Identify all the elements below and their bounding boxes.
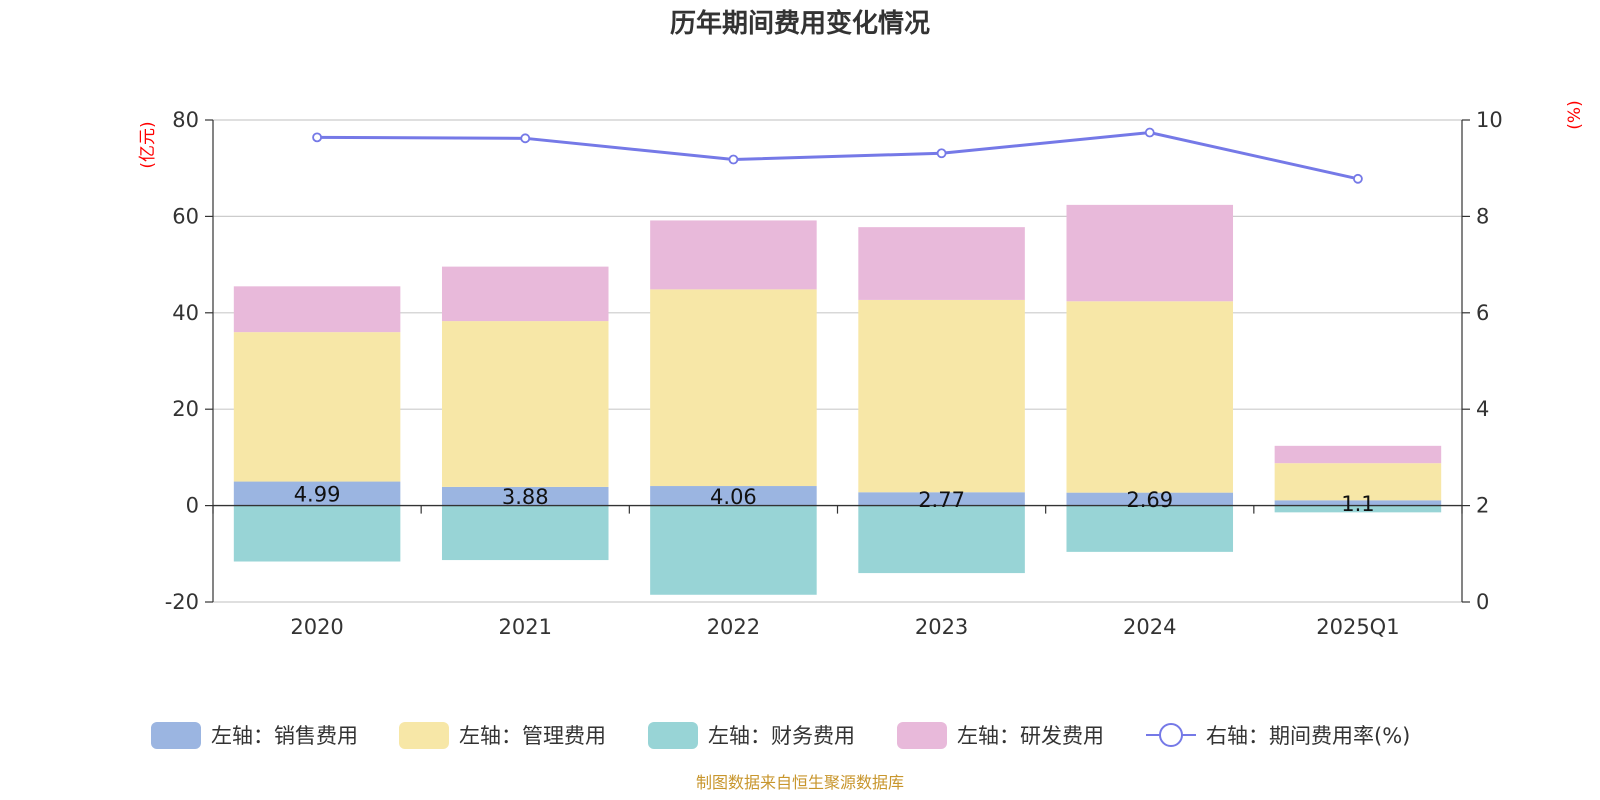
bar-segment (233, 332, 401, 482)
right-axis-unit-label: (%) (1565, 100, 1585, 129)
bar-segment (650, 289, 817, 487)
bar-segment (233, 505, 401, 562)
bar-segment (858, 492, 1025, 506)
bar-segment (650, 220, 817, 290)
bar-segment (858, 299, 1025, 493)
rate-point (936, 148, 947, 159)
bar-data-label: 2.69 (1126, 488, 1173, 512)
rate-point (728, 154, 739, 165)
legend-swatch (897, 722, 947, 749)
rate-point (1353, 173, 1363, 184)
rate-point (1144, 127, 1155, 138)
x-axis-tick-label: 2021 (499, 615, 552, 639)
rate-point (520, 133, 531, 144)
bar-segment (858, 505, 1025, 574)
rate-point (312, 132, 322, 143)
legend-swatch (648, 722, 698, 749)
legend-label: 左轴：财务费用 (708, 724, 855, 748)
bar-segment (1274, 445, 1442, 464)
bar-segment (1066, 301, 1234, 493)
left-axis-tick-label: 80 (172, 108, 199, 132)
left-axis-tick-label: 20 (172, 397, 199, 421)
gridlines (213, 119, 1462, 603)
right-axis-tick-label: 0 (1476, 590, 1489, 614)
x-axis-tick-label: 2024 (1123, 615, 1176, 639)
legend-label: 左轴：管理费用 (459, 724, 606, 748)
bar-segment (1066, 492, 1234, 506)
axes: -20 0 20 40 60 80 0 2 4 6 8 10 2020 2021 2022 2023 2024 2… (165, 108, 1503, 639)
legend-label: 左轴：销售费用 (211, 724, 358, 748)
bar-segment (441, 266, 609, 322)
bar-data-label: 4.99 (294, 483, 341, 507)
bar-segment (1066, 204, 1234, 302)
bar-segment (650, 486, 817, 506)
bar-data-label: 1.1 (1341, 492, 1374, 516)
rate-line (317, 131, 1359, 181)
bar-segment (650, 505, 817, 595)
bar-segment (1274, 505, 1442, 513)
bar-segment (441, 505, 609, 561)
left-axis-unit-label: (亿元) (138, 121, 158, 168)
legend-swatch (399, 722, 449, 749)
legend: 左轴：销售费用 左轴：管理费用 左轴：财务费用 左轴：研发费用 右轴：期间费用率(%) (151, 722, 1410, 749)
left-axis-tick-label: -20 (165, 590, 199, 614)
bar-segment (858, 227, 1025, 300)
bar-data-label: 3.88 (502, 485, 549, 509)
bar-marks (233, 204, 1442, 595)
right-axis-tick-label: 6 (1476, 301, 1489, 325)
bar-data-label: 2.77 (918, 488, 965, 512)
legend-label: 左轴：研发费用 (957, 724, 1104, 748)
legend-swatch-marker (1159, 723, 1183, 747)
x-axis-tick-label: 2025Q1 (1316, 615, 1399, 639)
legend-swatch (151, 722, 201, 749)
left-axis-tick-label: 0 (186, 494, 199, 518)
bar-segment (441, 486, 609, 506)
x-axis-tick-label: 2020 (290, 615, 343, 639)
bar-segment (1274, 500, 1442, 506)
x-axis-tick-label: 2022 (707, 615, 760, 639)
right-axis-tick-label: 4 (1476, 397, 1489, 421)
right-axis-tick-label: 10 (1476, 108, 1503, 132)
right-axis-tick-label: 2 (1476, 494, 1489, 518)
x-axis-tick-label: 2023 (915, 615, 968, 639)
chart-title: 历年期间费用变化情况 (670, 8, 930, 39)
left-axis-tick-label: 40 (172, 301, 199, 325)
bar-segment (1066, 505, 1234, 552)
bar-data-labels: 4.99 3.88 4.06 2.77 2.69 1.1 (294, 483, 1375, 516)
bar-segment (233, 286, 401, 333)
bar-data-label: 4.06 (710, 485, 757, 509)
bar-segment (441, 321, 609, 487)
legend-label: 右轴：期间费用率(%) (1206, 724, 1410, 748)
left-axis-tick-label: 60 (172, 204, 199, 228)
bar-segment (1274, 463, 1442, 501)
rate-line-series (312, 127, 1363, 184)
right-axis-tick-label: 8 (1476, 204, 1489, 228)
bar-segment (233, 481, 401, 506)
source-note: 制图数据来自恒生聚源数据库 (696, 773, 904, 792)
